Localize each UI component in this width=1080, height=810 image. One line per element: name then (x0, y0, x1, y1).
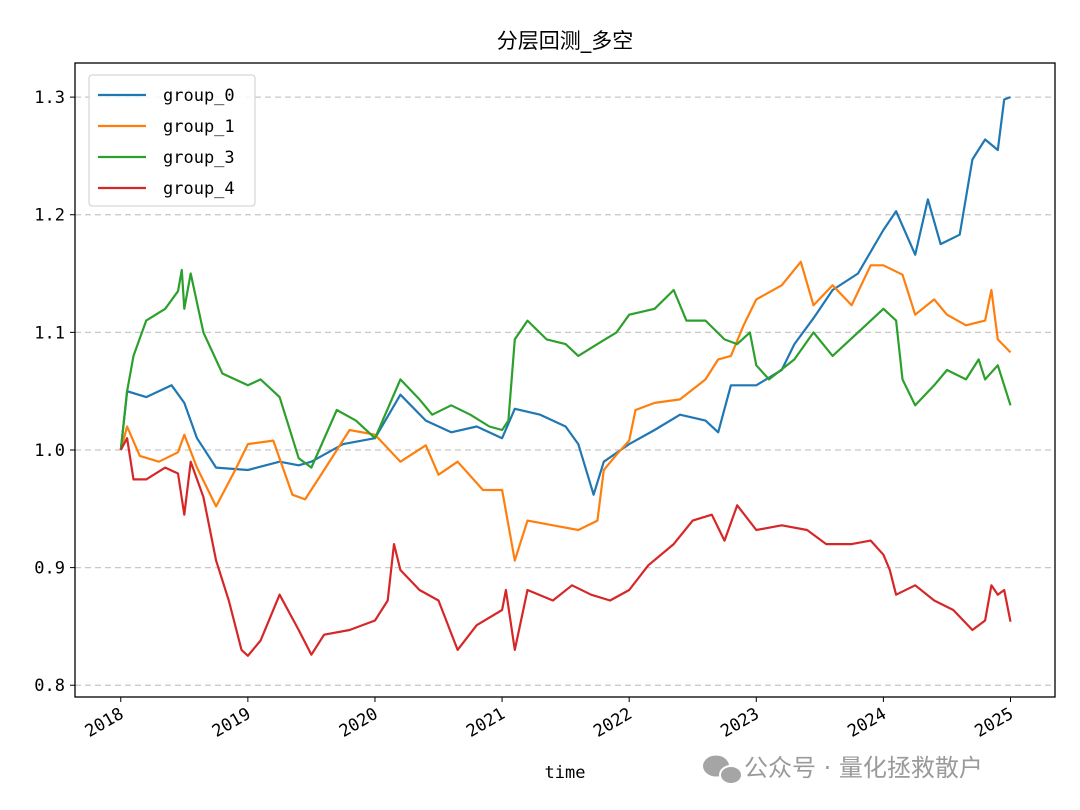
y-tick-label: 1.1 (34, 323, 65, 343)
watermark-text: 公众号 · 量化拯救散户 (744, 754, 983, 782)
watermark: 公众号 · 量化拯救散户 (703, 754, 983, 785)
legend-label: group_0 (163, 86, 235, 106)
legend-box (88, 74, 256, 207)
x-tick-label: 2025 (972, 704, 1017, 742)
series-line-group_0 (119, 96, 1011, 496)
x-tick-label: 2018 (82, 704, 127, 742)
series-line-group_3 (119, 268, 1012, 469)
series-line-group_1 (119, 260, 1012, 562)
wechat-icon (703, 755, 743, 785)
x-axis-label: time (545, 763, 586, 783)
x-tick-label: 2019 (209, 704, 254, 742)
series-lines (119, 96, 1012, 657)
legend: group_0 group_1 group_3 group_4 (88, 74, 256, 207)
plot-frame (74, 62, 1056, 698)
x-tick-label: 2024 (844, 704, 889, 742)
x-axis: 2018 2019 2020 2021 2022 2023 2024 2025 (82, 697, 1017, 742)
chart-title: 分层回测_多空 (497, 29, 634, 54)
y-tick-label: 0.8 (34, 676, 65, 696)
x-tick-label: 2020 (336, 704, 381, 742)
series-line-group_4 (119, 437, 1012, 657)
x-tick-label: 2021 (463, 704, 508, 742)
legend-label: group_4 (163, 179, 235, 199)
y-tick-label: 1.2 (34, 206, 65, 226)
y-tick-label: 0.9 (34, 559, 65, 579)
y-tick-label: 1.0 (34, 441, 65, 461)
x-tick-label: 2023 (717, 704, 762, 742)
legend-label: group_3 (163, 148, 235, 168)
y-tick-label: 1.3 (34, 88, 65, 108)
x-tick-label: 2022 (590, 704, 635, 742)
legend-label: group_1 (163, 117, 235, 137)
y-axis: 0.8 0.9 1.0 1.1 1.2 1.3 (34, 88, 75, 696)
